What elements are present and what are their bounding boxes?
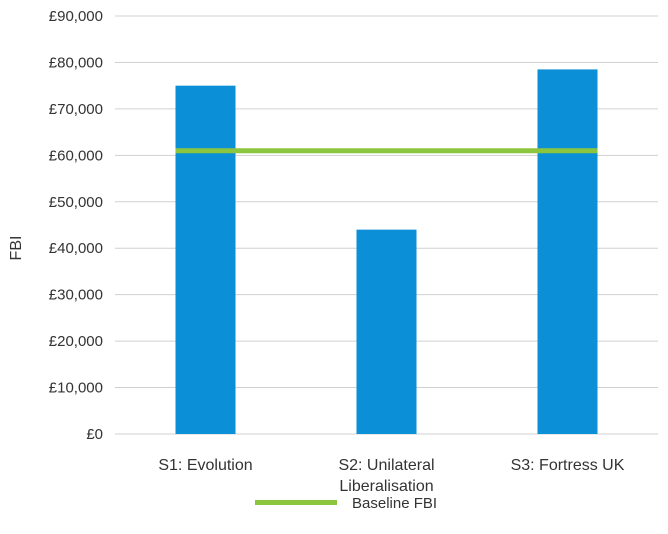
y-tick-label: £50,000 <box>49 194 103 211</box>
legend: Baseline FBI <box>255 495 437 512</box>
bar <box>175 85 236 435</box>
y-tick-label: £60,000 <box>49 147 103 164</box>
bar <box>537 69 598 435</box>
x-axis-categories: S1: Evolution S2: Unilateral Liberalisatio… <box>158 457 624 495</box>
y-tick-label: £90,000 <box>49 8 103 25</box>
y-axis-title: FBI <box>8 236 25 261</box>
y-tick-label: £20,000 <box>49 333 103 350</box>
y-tick-label: £80,000 <box>49 54 103 71</box>
y-tick-label: £70,000 <box>49 101 103 118</box>
y-tick-label: £10,000 <box>49 380 103 397</box>
bar <box>356 229 417 434</box>
bars <box>175 69 598 435</box>
x-category-label: S2: Unilateral <box>338 457 434 474</box>
y-tick-label: £40,000 <box>49 240 103 257</box>
x-category-label: S3: Fortress UK <box>511 457 625 474</box>
y-tick-label: £30,000 <box>49 287 103 304</box>
x-category-label: S1: Evolution <box>158 457 252 474</box>
x-category-label: Liberalisation <box>339 478 433 495</box>
y-axis-ticks: £0 £10,000 £20,000 £30,000 £40,000 £50,000 £60… <box>49 8 103 443</box>
legend-label-baseline-fbi: Baseline FBI <box>352 495 437 512</box>
y-tick-label: £0 <box>86 426 103 443</box>
legend-swatch-baseline-fbi <box>255 500 337 505</box>
